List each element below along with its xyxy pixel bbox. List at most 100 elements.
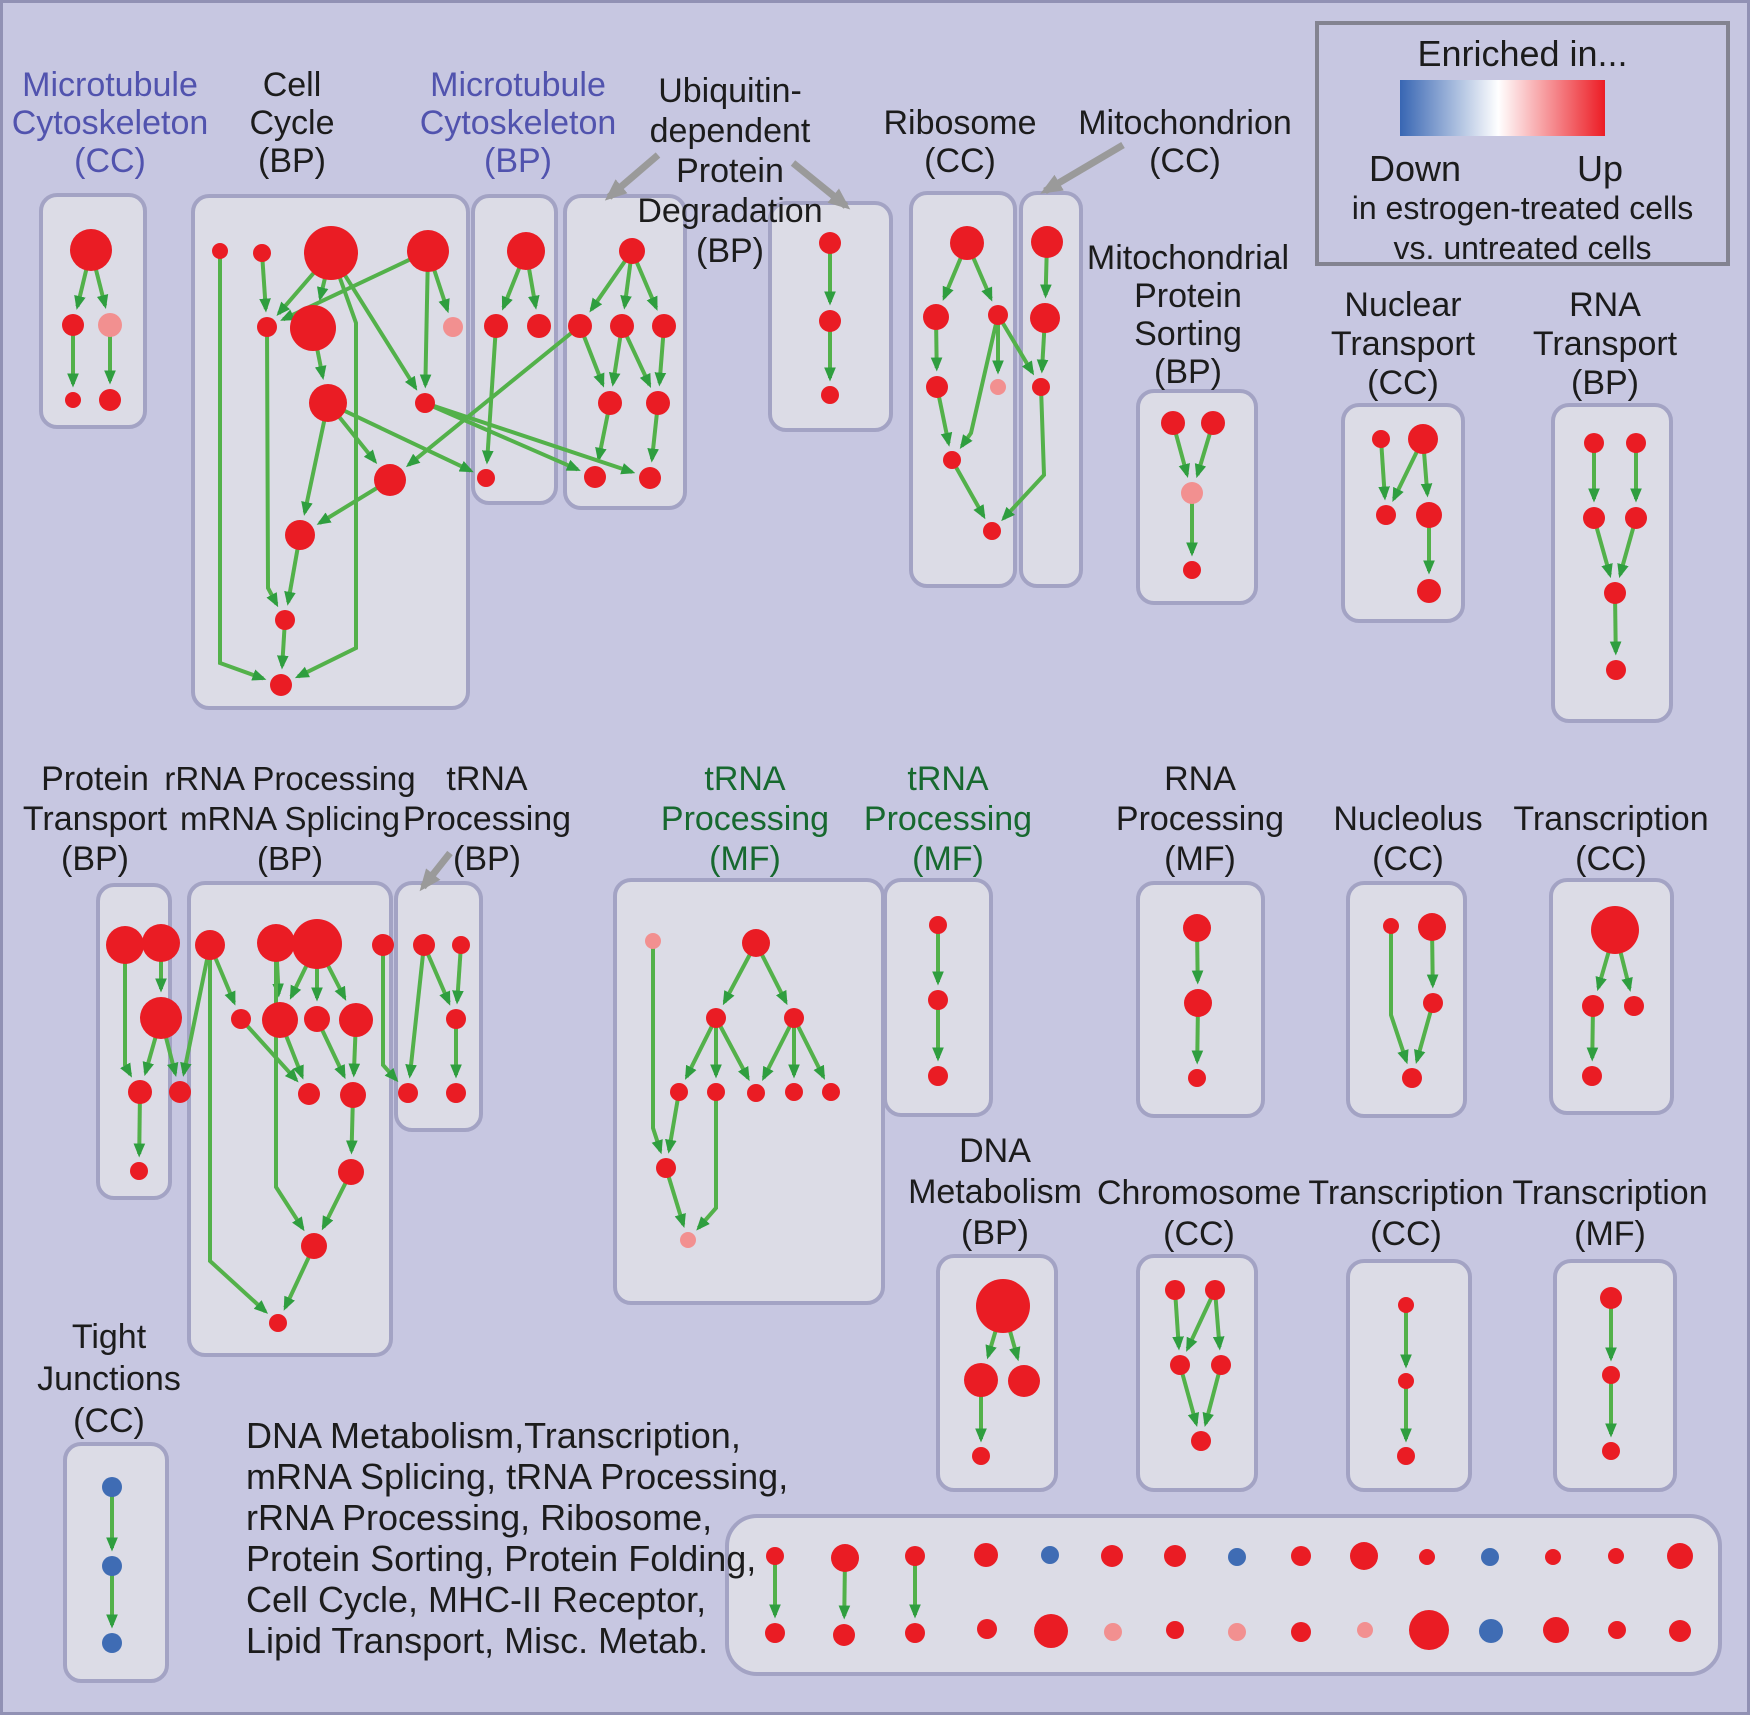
transcription-cc-row2-label-line: Transcription [1513,800,1709,838]
graph-node [398,1083,418,1103]
edge [294,252,358,679]
graph-node [742,929,770,957]
legend-box: Enriched in... [1315,21,1730,266]
graph-node [1667,1543,1693,1569]
tight-junctions-label-line: (CC) [73,1402,145,1440]
misc-clusters-text-line: Protein Sorting, Protein Folding, [246,1537,757,1579]
graph-node [905,1623,925,1643]
graph-node [568,314,592,338]
graph-node [1602,1366,1620,1384]
graph-node [301,1233,327,1259]
ribosome-label-line: (CC) [924,142,996,180]
transcription-cc-row2-label: Transcription (CC) [1513,799,1708,879]
graph-node [446,1083,466,1103]
edge [1202,1364,1223,1427]
legend-caption-line1: in estrogen-treated cells [1351,190,1694,226]
graph-node [1228,1548,1246,1566]
graph-node [1205,1280,1225,1300]
cell-cycle-label-line: (BP) [258,142,326,180]
rna-transport-label-line: (BP) [1570,363,1639,402]
graph-node [169,1081,191,1103]
misc-clusters-text-line: Cell Cycle, MHC-II Receptor, [246,1578,707,1620]
cell-cycle-label-line: Cell [262,66,322,104]
edge [419,250,432,389]
graph-node [1032,378,1050,396]
box-misc-clusters-strip [725,1514,1722,1676]
graph-node [1398,1373,1414,1389]
trna-processing-mf1-label: tRNA Processing (MF) [661,759,829,879]
graph-node [285,520,315,550]
graph-node [1600,1287,1622,1309]
rna-transport-label-line: Transport [1532,324,1678,363]
graph-node [1161,411,1185,435]
graph-node [707,1083,725,1101]
graph-node [446,1009,466,1029]
trna-processing-mf1-label-line: tRNA [704,760,786,798]
mitochondrial-protein-sorting-label-line: Mitochondrial [1086,239,1290,277]
graph-node [1031,226,1063,258]
misc-clusters-text-line: rRNA Processing, Ribosome, [246,1496,713,1538]
microtubule-cytoskeleton-bp-label-line: Microtubule [430,66,606,104]
mitochondrial-protein-sorting-label-line: (BP) [1154,353,1222,391]
graph-node [929,916,947,934]
trna-bp-pointer [419,850,453,892]
chromosome-label: Chromosome (CC) [1097,1173,1301,1255]
graph-node [1606,660,1626,680]
chromosome-label-line: Chromosome [1096,1173,1302,1212]
graph-node [257,924,295,962]
transcription-mf-label: Transcription (MF) [1512,1173,1707,1255]
graph-node [1545,1549,1561,1565]
dna-metabolism-label: DNA Metabolism (BP) [908,1131,1082,1254]
rrna-mrna-label: rRNA Processing mRNA Splicing (BP) [164,759,415,879]
graph-node [1104,1623,1122,1641]
graph-node [443,317,463,337]
edge [792,1017,826,1080]
microtubule-cytoskeleton-cc-label: Microtubule Cytoskeleton (CC) [12,66,209,180]
graph-node [1357,1622,1373,1638]
graph-node [1183,561,1201,579]
mitochondrial-protein-sorting-label: Mitochondrial Protein Sorting (BP) [1087,239,1289,391]
edge [120,945,133,1078]
graph-node [413,934,435,956]
graph-node [1191,1431,1211,1451]
graph-node [70,229,112,271]
box-microtubule-cytoskeleton-cc [39,193,147,429]
edge [218,251,267,681]
microtubule-cytoskeleton-bp-label-line: (BP) [483,142,552,180]
graph-node [977,1619,997,1639]
graph-node [99,389,121,411]
graph-node [62,314,84,336]
graph-node [974,1543,998,1567]
graph-node [656,1158,676,1178]
misc-clusters-text-line: DNA Metabolism,Transcription, [246,1414,741,1456]
nuclear-transport-label-line: Nuclear [1344,285,1462,324]
graph-node [1165,1280,1185,1300]
graph-node [639,467,661,489]
graph-node [507,232,545,270]
graph-node [1608,1548,1624,1564]
graph-node [98,313,122,337]
microtubule-cytoskeleton-cc-label-line: Cytoskeleton [11,104,209,142]
ubiquitin-label-line: Ubiquitin- [658,72,802,110]
mitochondrial-protein-sorting-label-line: Sorting [1134,315,1242,353]
graph-node [270,674,292,696]
trna-processing-bp-label: tRNA Processing (BP) [403,759,571,879]
graph-node [821,386,839,404]
graph-node [130,1162,148,1180]
mitochondrial-protein-sorting-label-line: Protein [1134,277,1242,315]
graph-node [819,232,841,254]
graph-node [943,451,961,469]
graph-node [645,933,661,949]
rna-processing-mf-label-line: (MF) [1164,840,1236,878]
graph-node [950,226,984,260]
edge [381,945,399,1083]
graph-node [338,1159,364,1185]
trna-processing-mf1-label-line: Processing [660,800,830,838]
graph-node [142,924,180,962]
graph-node [765,1623,785,1643]
misc-clusters-text: DNA Metabolism,Transcription, mRNA Splici… [246,1415,788,1661]
graph-node [415,393,435,413]
graph-node [784,1008,804,1028]
graph-node [407,230,449,272]
misc-clusters-text-line: Lipid Transport, Misc. Metab. [246,1619,709,1661]
